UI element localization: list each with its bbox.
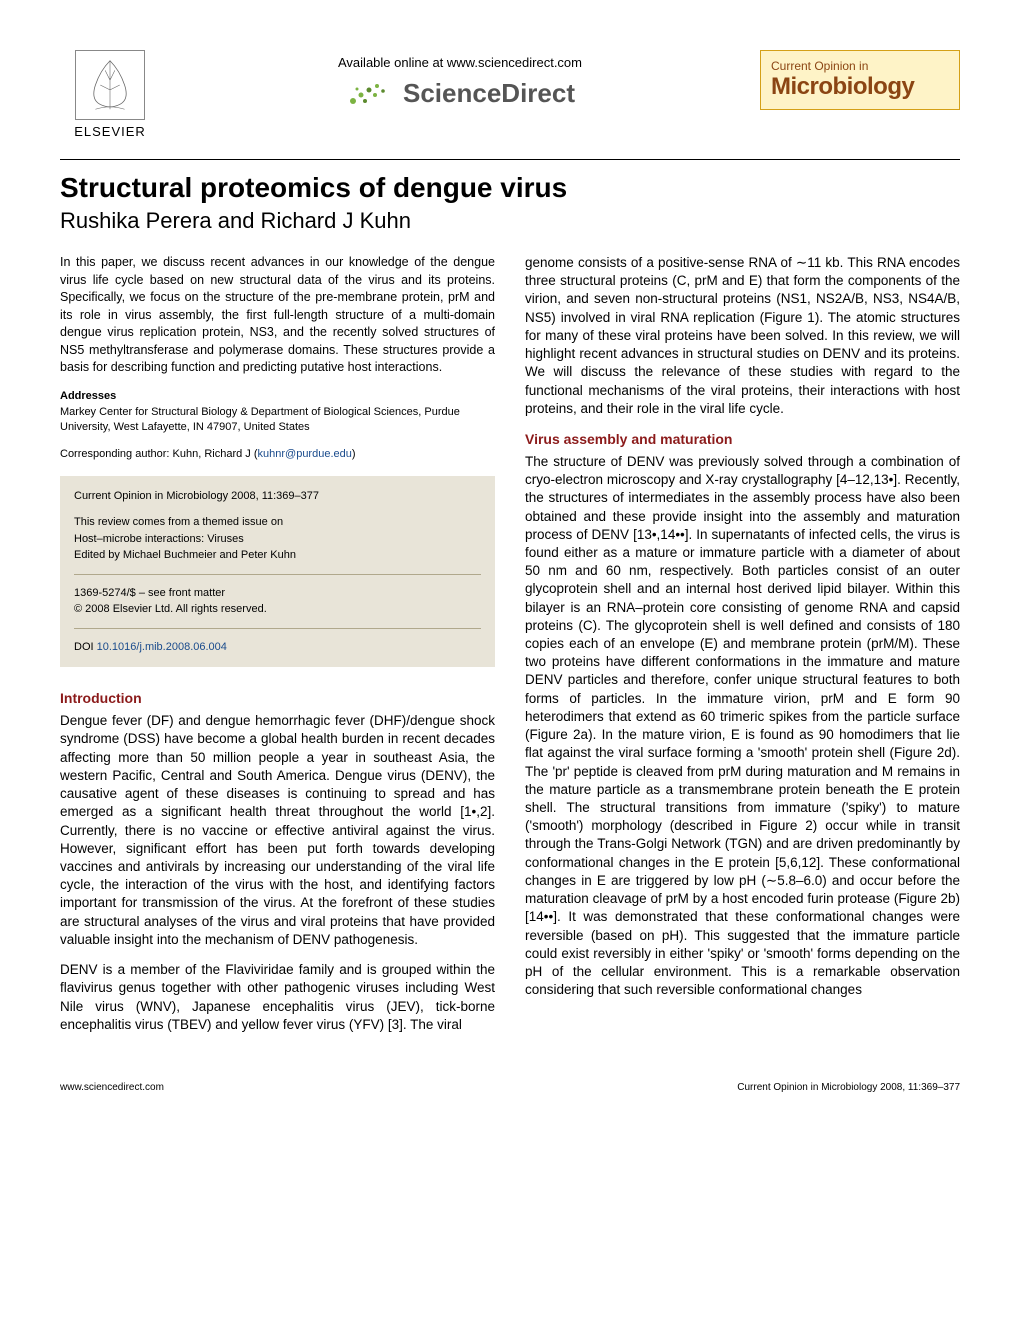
themed-line-3: Edited by Michael Buchmeier and Peter Ku… xyxy=(74,547,481,564)
info-box: Current Opinion in Microbiology 2008, 11… xyxy=(60,476,495,668)
left-column: In this paper, we discuss recent advance… xyxy=(60,254,495,1046)
introduction-heading: Introduction xyxy=(60,689,495,708)
article-title: Structural proteomics of dengue virus xyxy=(60,172,960,204)
sciencedirect-block: Available online at www.sciencedirect.co… xyxy=(160,50,760,114)
abstract-text: In this paper, we discuss recent advance… xyxy=(60,254,495,377)
header-rule xyxy=(60,159,960,160)
addresses-heading: Addresses xyxy=(60,389,495,404)
page-footer: www.sciencedirect.com Current Opinion in… xyxy=(60,1076,960,1093)
assembly-heading: Virus assembly and maturation xyxy=(525,430,960,449)
header-bar: ELSEVIER Available online at www.science… xyxy=(60,50,960,139)
journal-badge: Current Opinion in Microbiology xyxy=(760,50,960,110)
article-authors: Rushika Perera and Richard J Kuhn xyxy=(60,208,960,234)
badge-top-text: Current Opinion in xyxy=(771,59,949,73)
available-online-text: Available online at www.sciencedirect.co… xyxy=(160,55,760,70)
addresses-text: Markey Center for Structural Biology & D… xyxy=(60,405,495,435)
doi-line: DOI 10.1016/j.mib.2008.06.004 xyxy=(74,639,481,656)
copyright-line: © 2008 Elsevier Ltd. All rights reserved… xyxy=(74,601,481,618)
doi-label: DOI xyxy=(74,641,97,653)
elsevier-tree-icon xyxy=(75,50,145,120)
sciencedirect-dots-icon xyxy=(345,79,395,109)
intro-paragraph-2: DENV is a member of the Flaviviridae fam… xyxy=(60,961,495,1034)
corresponding-name: Kuhn, Richard J ( xyxy=(169,448,257,460)
right-column: genome consists of a positive-sense RNA … xyxy=(525,254,960,1046)
badge-main-text: Microbiology xyxy=(771,73,949,101)
issn-line: 1369-5274/$ – see front matter xyxy=(74,585,481,602)
themed-line-1: This review comes from a themed issue on xyxy=(74,514,481,531)
doi-link[interactable]: 10.1016/j.mib.2008.06.004 xyxy=(97,641,227,653)
assembly-paragraph-1: The structure of DENV was previously sol… xyxy=(525,453,960,1000)
corresponding-heading: Corresponding author: xyxy=(60,448,169,460)
elsevier-label: ELSEVIER xyxy=(74,124,146,139)
sciencedirect-label: ScienceDirect xyxy=(403,78,575,109)
journal-reference: Current Opinion in Microbiology 2008, 11… xyxy=(74,488,481,505)
col2-paragraph-1: genome consists of a positive-sense RNA … xyxy=(525,254,960,418)
corresponding-email-link[interactable]: kuhnr@purdue.edu xyxy=(258,448,352,460)
footer-left: www.sciencedirect.com xyxy=(60,1082,164,1093)
intro-paragraph-1: Dengue fever (DF) and dengue hemorrhagic… xyxy=(60,712,495,949)
elsevier-logo-block: ELSEVIER xyxy=(60,50,160,139)
corresponding-line: Corresponding author: Kuhn, Richard J (k… xyxy=(60,447,495,462)
corresponding-close: ) xyxy=(352,448,356,460)
footer-right: Current Opinion in Microbiology 2008, 11… xyxy=(737,1082,960,1093)
themed-line-2: Host–microbe interactions: Viruses xyxy=(74,531,481,548)
